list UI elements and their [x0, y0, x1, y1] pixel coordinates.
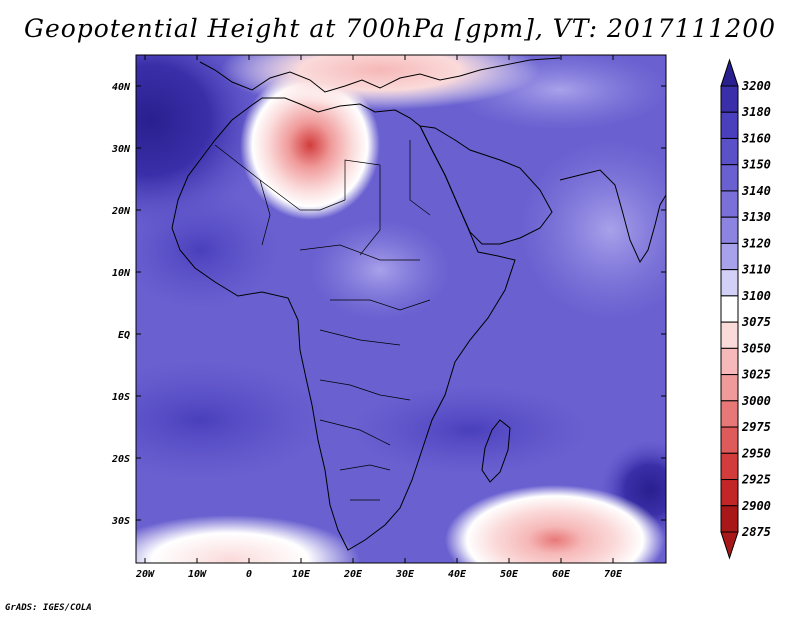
colorbar-label: 3150	[741, 158, 771, 172]
x-tick-label: 10W	[188, 569, 207, 580]
colorbar-label: 2975	[741, 420, 771, 434]
colorbar-segment	[720, 479, 739, 507]
africa-coastline	[171, 97, 516, 551]
coastlines	[171, 57, 667, 551]
y-axis-labels: 40N 30N 20N 10N EQ 10S 20S 30S	[111, 82, 131, 527]
colorbar-segment	[720, 400, 739, 428]
x-tick-label: 60E	[552, 569, 571, 580]
colorbar-label: 2875	[741, 525, 771, 539]
india-coastline	[559, 169, 667, 264]
colorbar-label: 3130	[741, 210, 771, 224]
colorbar-label: 3025	[741, 368, 771, 382]
x-tick-label: 20W	[135, 569, 155, 580]
x-tick-label: 30E	[395, 569, 415, 580]
y-tick-label: 30S	[111, 516, 130, 527]
x-tick-marks	[144, 55, 614, 563]
colorbar-segment	[720, 242, 739, 271]
colorbar-segment	[720, 295, 739, 323]
colorbar-arrow-top	[720, 58, 739, 87]
x-tick-label: 70E	[604, 569, 623, 580]
colorbar-segment	[720, 321, 739, 349]
colorbar-segment	[720, 111, 739, 139]
colorbar-segment	[720, 347, 739, 376]
colorbar-segment	[720, 190, 739, 218]
y-tick-label: 40N	[112, 82, 131, 93]
y-tick-label: 10N	[112, 268, 131, 279]
map-title: Geopotential Height at 700hPa [gpm], VT:…	[23, 14, 777, 43]
y-tick-marks	[136, 85, 666, 521]
y-tick-label: 20S	[111, 454, 130, 465]
y-tick-label: 30N	[111, 144, 131, 155]
madagascar-coastline	[481, 419, 511, 483]
x-tick-label: 50E	[500, 569, 519, 580]
arabia-coastline	[419, 125, 553, 245]
colorbar-segment	[720, 452, 739, 481]
x-tick-label: 10E	[292, 569, 311, 580]
colorbar-segment	[720, 505, 739, 533]
europe-coastline	[199, 57, 561, 93]
x-tick-label: 20E	[343, 569, 363, 580]
y-tick-label: EQ	[118, 330, 130, 341]
plot-frame	[135, 54, 667, 564]
colorbar: 3200 3180 3160 3150 3140 3130 3120 3110 3100 3075…	[720, 58, 771, 560]
colorbar-label: 3100	[741, 289, 771, 303]
colorbar-segment	[720, 164, 739, 192]
colorbar-segment	[720, 85, 739, 113]
colorbar-label: 3120	[741, 236, 771, 250]
colorbar-label: 3200	[741, 79, 771, 93]
colorbar-label: 3075	[741, 315, 771, 329]
colorbar-label: 3140	[741, 184, 771, 198]
colorbar-label: 3000	[741, 394, 771, 408]
x-tick-label: 40E	[448, 569, 467, 580]
height-field	[136, 55, 666, 563]
credit-text: GrADS: IGES/COLA	[5, 603, 92, 613]
colorbar-label: 2900	[741, 499, 771, 513]
colorbar-segment	[720, 269, 739, 297]
colorbar-segment	[720, 216, 739, 244]
colorbar-label: 3050	[741, 341, 771, 355]
colorbar-label: 3110	[741, 263, 771, 277]
colorbar-segment	[720, 137, 739, 166]
y-tick-label: 10S	[112, 392, 130, 403]
colorbar-label: 3180	[741, 105, 771, 119]
colorbar-label: 3160	[741, 131, 771, 145]
political-borders	[214, 140, 431, 501]
colorbar-segment	[720, 374, 739, 402]
colorbar-label: 2950	[741, 446, 771, 460]
y-tick-label: 20N	[111, 206, 131, 217]
colorbar-segment	[720, 426, 739, 454]
colorbar-arrow-bottom	[720, 531, 739, 560]
colorbar-label: 2925	[741, 473, 771, 487]
x-tick-label: 0	[246, 569, 252, 580]
x-axis-labels: 20W 10W 0 10E 20E 30E 40E 50E 60E 70E	[135, 569, 623, 580]
